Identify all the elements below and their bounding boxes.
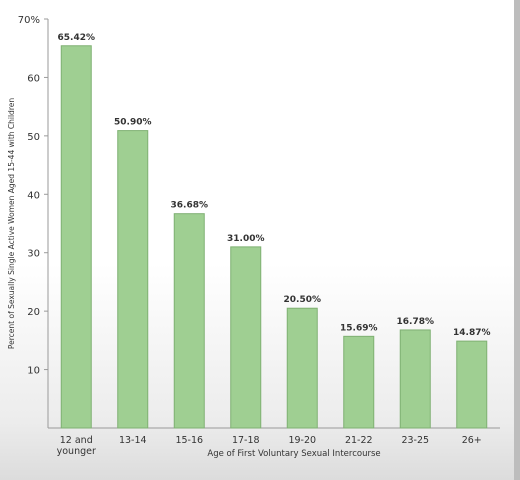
bar — [399, 329, 431, 429]
bar — [117, 130, 149, 429]
y-tick-label: 40 — [27, 190, 40, 201]
x-tick-label: 21-22 — [345, 435, 373, 446]
x-tick-label: 12 and — [60, 435, 93, 446]
y-tick-label: 10 — [27, 366, 40, 377]
bar — [60, 45, 92, 429]
x-tick-label: 26+ — [462, 435, 482, 446]
x-tick-label: younger — [57, 446, 96, 457]
data-label: 50.90% — [114, 118, 152, 128]
y-tick-label: 20 — [27, 307, 40, 318]
x-tick-label: 23-25 — [401, 435, 429, 446]
y-axis-title: Percent of Sexually Single Active Women … — [7, 98, 16, 349]
bar — [173, 213, 205, 429]
y-tick-label: 30 — [27, 249, 40, 260]
data-label: 14.87% — [453, 328, 491, 338]
y-tick-label: 70% — [18, 15, 40, 26]
bar — [343, 335, 375, 429]
bar — [286, 307, 318, 429]
x-tick-label: 17-18 — [232, 435, 260, 446]
bar — [456, 340, 488, 429]
data-label: 16.78% — [397, 317, 435, 327]
y-tick-label: 60 — [27, 73, 40, 84]
data-label: 36.68% — [171, 201, 209, 211]
x-tick-label: 19-20 — [288, 435, 316, 446]
y-tick-label: 50 — [27, 132, 40, 143]
data-label: 31.00% — [227, 234, 265, 244]
x-tick-label: 15-16 — [175, 435, 203, 446]
data-label: 20.50% — [284, 295, 322, 305]
x-axis-title: Age of First Voluntary Sexual Intercours… — [207, 449, 380, 459]
x-tick-label: 13-14 — [119, 435, 147, 446]
window-edge — [514, 0, 520, 480]
data-label: 65.42% — [58, 33, 96, 43]
bar — [230, 246, 262, 429]
data-label: 15.69% — [340, 323, 378, 333]
